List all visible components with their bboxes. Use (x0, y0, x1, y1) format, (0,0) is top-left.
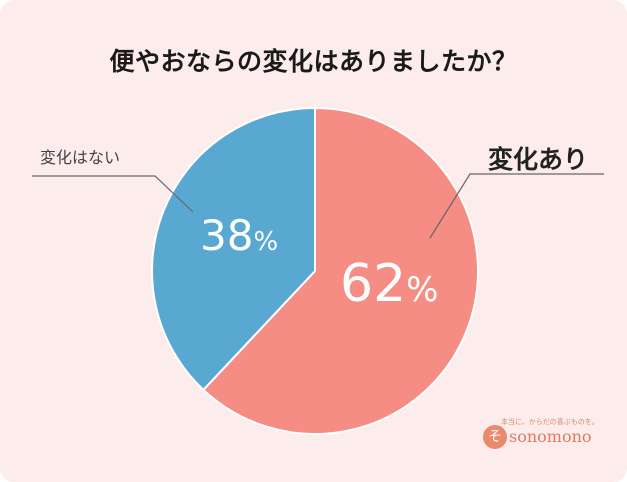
leader-line-change (429, 173, 604, 239)
logo-mark-icon: そ (483, 425, 507, 449)
pct-label-no-change: 38% (200, 215, 278, 257)
brand-logo: 本当に、からだの喜ぶものを。 そ sonomono (483, 417, 599, 451)
logo-tagline: 本当に、からだの喜ぶものを。 (501, 418, 599, 426)
pct-unit-change: % (406, 270, 439, 310)
pct-label-change: 62% (340, 258, 438, 310)
legend-label-no-change: 変化はない (40, 148, 121, 167)
logo-wordmark: sonomono (509, 427, 592, 446)
pct-value-no-change: 38 (200, 211, 254, 260)
pct-value-change: 62 (340, 254, 407, 314)
leader-line-no-change (32, 175, 194, 213)
pie-slice-no-change (151, 106, 316, 392)
legend-label-change: 変化あり (488, 145, 589, 174)
pie-slice-change (202, 106, 479, 435)
chart-title: 便やおならの変化はありましたか？ (109, 47, 518, 76)
pct-unit-no-change: % (253, 227, 279, 257)
